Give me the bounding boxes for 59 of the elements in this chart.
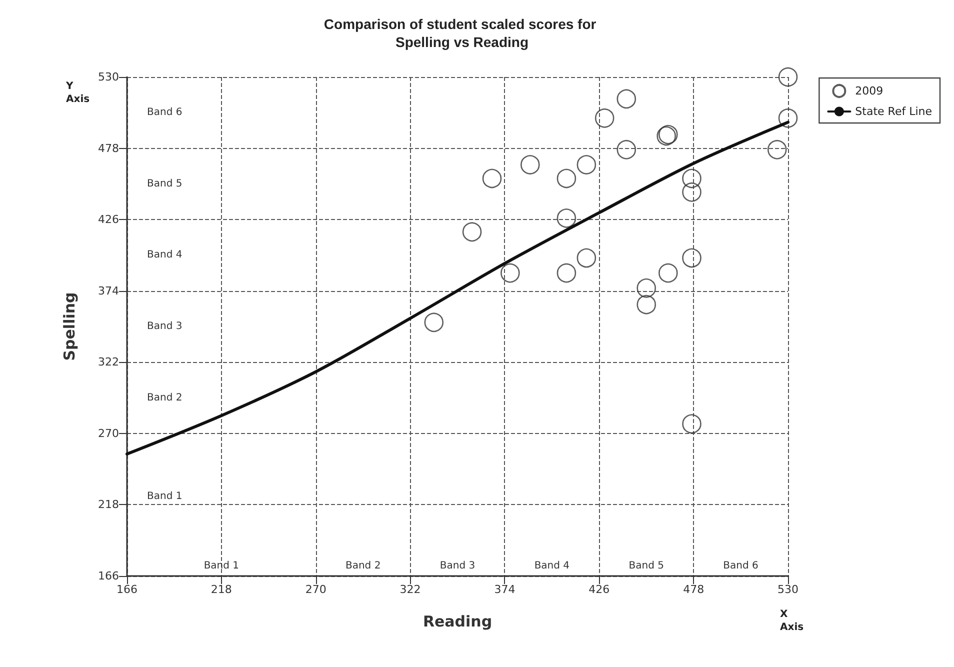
x-tick-label: 478 [683, 583, 704, 596]
x-tick-label: 426 [588, 583, 610, 596]
y-tick-label: 426 [98, 213, 119, 226]
point [520, 155, 540, 174]
x-tick-label: 270 [305, 583, 326, 596]
chart-title: Comparison of student scaled scores for Spelling vs Reading [324, 16, 600, 50]
point [767, 140, 787, 160]
point [616, 140, 636, 160]
annotation: Band 4 [534, 560, 570, 572]
x-tick-label: 374 [494, 583, 516, 596]
point [616, 89, 636, 109]
point [594, 108, 614, 128]
annotation: Band 3 [440, 560, 476, 572]
y-tick-label: 218 [98, 498, 119, 512]
point [636, 278, 656, 298]
annotation: Band 5 [147, 178, 182, 190]
y-tick-label: 322 [98, 356, 119, 369]
annotation: Band 4 [147, 250, 182, 261]
x-tick-label: 322 [400, 583, 421, 596]
point [682, 414, 702, 434]
x-tick-label: 166 [116, 583, 138, 596]
point [482, 168, 502, 188]
annotation: Band 2 [147, 392, 182, 404]
point [682, 182, 702, 202]
point [424, 312, 444, 332]
y-tick-label: 166 [98, 570, 119, 582]
y-axis-title: Spelling [60, 292, 78, 361]
point [462, 222, 482, 242]
legend-label: 2009 [855, 84, 884, 98]
text: X Axis [780, 609, 804, 633]
point [658, 263, 678, 283]
point [778, 67, 798, 87]
annotation: Band 1 [147, 491, 182, 502]
point [778, 108, 798, 128]
y-tick-label: 478 [98, 142, 119, 155]
point [556, 168, 576, 188]
point [576, 248, 596, 268]
annotation: Band 3 [147, 321, 182, 332]
point [682, 168, 702, 188]
line-series [126, 120, 790, 456]
point [636, 294, 656, 314]
point [576, 155, 596, 174]
point [682, 248, 702, 268]
point [556, 263, 576, 283]
annotation: Band 5 [628, 560, 664, 572]
point [500, 263, 520, 283]
x-axis-title: Reading [422, 612, 492, 630]
x-tick-label: 218 [210, 583, 232, 596]
annotation: Band 6 [723, 560, 758, 572]
x-tick-label: 530 [778, 583, 798, 596]
legend-label: State Ref Line [855, 105, 932, 118]
y-tick-label: 374 [98, 284, 119, 298]
annotation: Band 6 [147, 107, 182, 118]
text: Y Axis [65, 81, 90, 105]
annotation: Band 2 [345, 560, 381, 572]
annotation: Band 1 [204, 560, 240, 572]
point [556, 208, 576, 228]
y-tick-label: 530 [98, 70, 119, 84]
y-tick-label: 270 [98, 426, 119, 440]
